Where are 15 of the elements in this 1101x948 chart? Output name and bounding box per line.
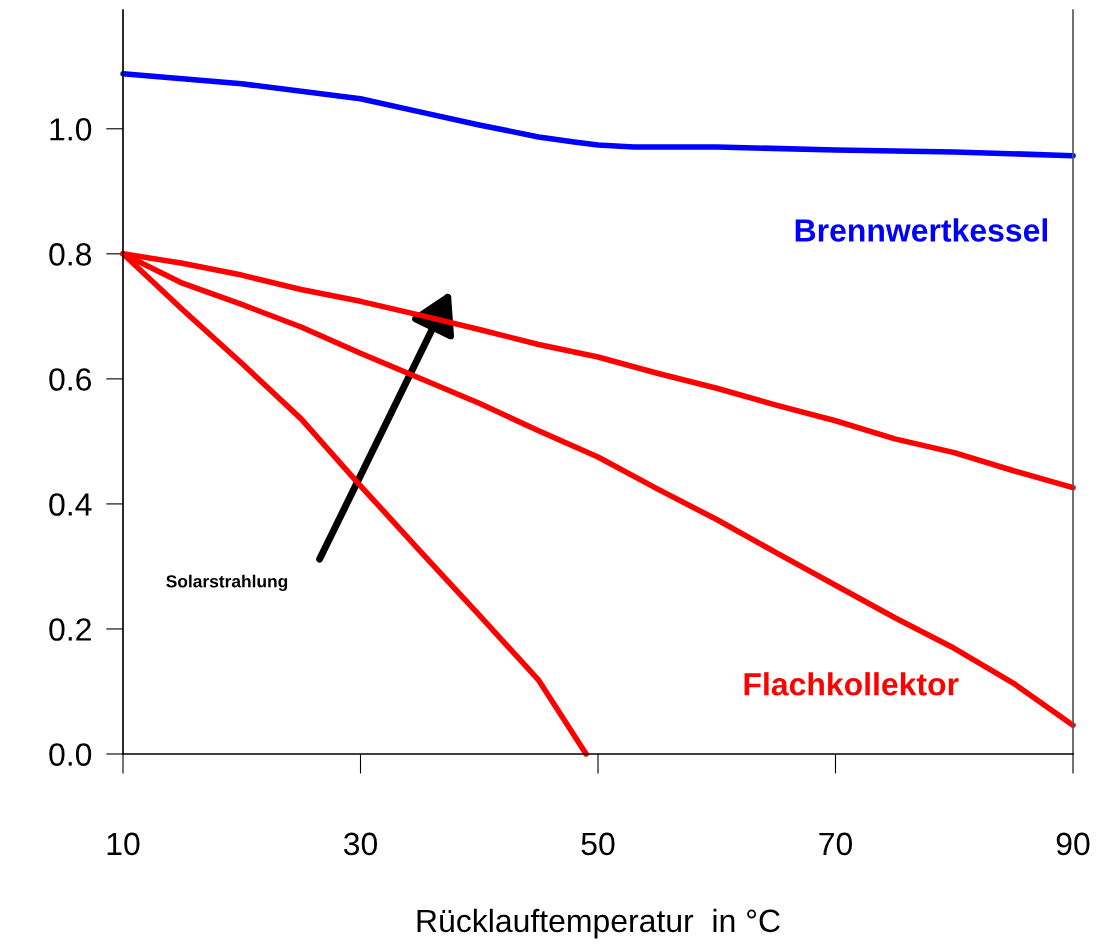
x-tick-label: 70 xyxy=(819,832,853,856)
series-label: Brennwertkessel xyxy=(795,218,1047,242)
x-tick-label: 10 xyxy=(107,832,140,856)
y-tick-label: 0.8 xyxy=(49,243,92,266)
y-tick-label: 0.6 xyxy=(49,368,92,391)
y-tick-label: 1.0 xyxy=(50,118,92,141)
x-tick-label: 50 xyxy=(581,832,615,856)
x-tick-label: 30 xyxy=(343,832,378,856)
series-label: Flachkollektor xyxy=(744,672,959,696)
y-tick-label: 0.0 xyxy=(49,743,92,766)
x-tick-label: 90 xyxy=(1056,832,1090,856)
y-tick-label: 0.2 xyxy=(49,618,91,641)
x-axis-title: Rücklauftemperatur in °C xyxy=(417,908,780,939)
annotation: Solarstrahlung xyxy=(166,574,288,592)
y-tick-label: 0.4 xyxy=(49,493,92,516)
